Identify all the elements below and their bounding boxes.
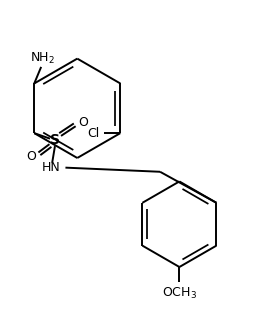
Text: HN: HN (41, 161, 60, 174)
Text: Cl: Cl (87, 127, 100, 140)
Text: OCH$_3$: OCH$_3$ (162, 286, 197, 301)
Text: O: O (26, 150, 36, 163)
Text: O: O (78, 116, 88, 129)
Text: S: S (50, 133, 60, 147)
Text: NH$_2$: NH$_2$ (30, 50, 55, 65)
